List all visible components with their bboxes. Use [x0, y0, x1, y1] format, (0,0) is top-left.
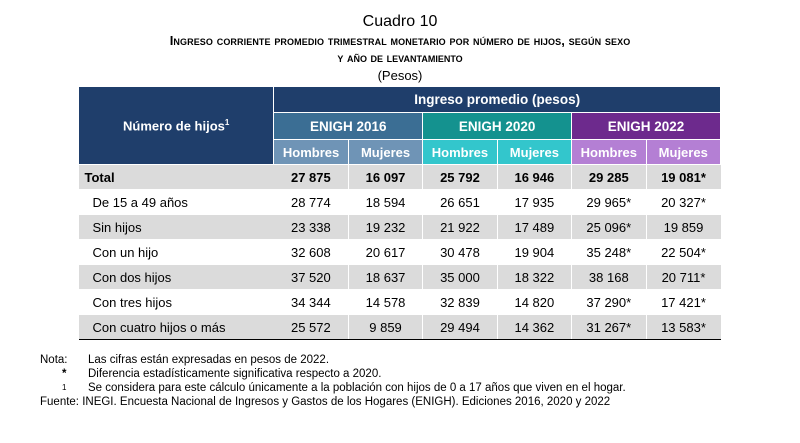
sex-header: Mujeres	[347, 139, 424, 165]
table-number: Cuadro 10	[362, 13, 438, 30]
table-row: Con dos hijos 37 520 18 637 35 000 18 322 38 …	[78, 264, 721, 290]
table-cell: 20 327*	[645, 189, 721, 215]
table-cell: 22 504*	[645, 239, 721, 265]
table-cell: 23 338	[273, 214, 349, 240]
table-row: De 15 a 49 años 28 774 18 594 26 651 17 935 2…	[78, 189, 721, 215]
income-table: Número de hijos1 Ingreso promedio (pesos…	[77, 86, 721, 340]
table-cell: 29 494	[422, 314, 498, 340]
table-cell: 20 617	[347, 239, 423, 265]
table-cell: 21 922	[422, 214, 498, 240]
row-label: De 15 a 49 años	[78, 189, 274, 215]
table-cell: 29 285	[571, 164, 646, 190]
note-text: Diferencia estadísticamente significativ…	[88, 368, 382, 380]
table-cell: 14 820	[496, 289, 572, 315]
table-cell: 32 839	[422, 289, 498, 315]
table-row: Con cuatro hijos o más 25 572 9 859 29 494 1…	[78, 314, 721, 340]
row-label: Con un hijo	[78, 239, 274, 265]
note-key: *	[62, 368, 67, 380]
table-row: Total 27 875 16 097 25 792 16 946 29 285 19 08…	[78, 164, 721, 190]
sex-header: Hombres	[422, 139, 498, 165]
table-cell: 17 421*	[645, 289, 721, 315]
table-cell: 28 774	[273, 189, 349, 215]
table-cell: 13 583*	[645, 314, 721, 340]
table-cell: 16 097	[347, 164, 423, 190]
table-cell: 19 081*	[645, 164, 721, 190]
table-cell: 32 608	[273, 239, 349, 265]
table-cell: 34 344	[273, 289, 349, 315]
note-row: * Diferencia estadísticamente significati…	[40, 367, 626, 381]
row-header: Número de hijos1	[77, 86, 275, 165]
table-cell: 18 322	[496, 264, 572, 290]
sex-header: Mujeres	[645, 139, 721, 165]
table-cell: 30 478	[422, 239, 498, 265]
table-cell: 35 000	[422, 264, 498, 290]
group-header: Ingreso promedio (pesos)	[273, 86, 721, 113]
sex-header: Mujeres	[496, 139, 573, 165]
note-key: Nota:	[40, 354, 68, 366]
row-label: Sin hijos	[78, 214, 274, 240]
table-cell: 19 232	[347, 214, 423, 240]
table-cell: 18 594	[347, 189, 423, 215]
survey-header-2016: ENIGH 2016	[273, 112, 424, 140]
note-row: Nota: Las cifras están expresadas en peso…	[40, 353, 626, 367]
note-text: Se considera para este cálculo únicament…	[88, 382, 626, 394]
table-row: Con tres hijos 34 344 14 578 32 839 14 820 37…	[78, 289, 721, 315]
sex-header: Hombres	[571, 139, 647, 165]
note-text: Las cifras están expresadas en pesos de …	[88, 354, 330, 366]
table-cell: 17 935	[496, 189, 572, 215]
table-title-line2: y año de levantamiento	[337, 50, 463, 65]
table-cell: 37 290*	[571, 289, 646, 315]
table-cell: 38 168	[571, 264, 646, 290]
table-cell: 25 572	[273, 314, 349, 340]
row-label: Total	[78, 164, 274, 190]
table-cell: 26 651	[422, 189, 498, 215]
sex-header: Hombres	[273, 139, 349, 165]
table-title-line1: Ingreso corriente promedio trimestral mo…	[169, 33, 631, 48]
table-cell: 17 489	[496, 214, 572, 240]
source: Fuente: INEGI. Encuesta Nacional de Ingr…	[40, 396, 611, 408]
table-cell: 29 965*	[571, 189, 646, 215]
row-label: Con tres hijos	[78, 289, 274, 315]
table-cell: 35 248*	[571, 239, 646, 265]
table-cell: 25 096*	[571, 214, 646, 240]
row-label: Con cuatro hijos o más	[78, 314, 274, 340]
survey-header-2020: ENIGH 2020	[422, 112, 573, 140]
table-body: Total 27 875 16 097 25 792 16 946 29 285 19 08…	[78, 164, 721, 340]
table-cell: 19 904	[496, 239, 572, 265]
table-row: Con un hijo 32 608 20 617 30 478 19 904 35 24…	[78, 239, 721, 265]
table-cell: 25 792	[422, 164, 498, 190]
table-cell: 14 578	[347, 289, 423, 315]
table-row: Sin hijos 23 338 19 232 21 922 17 489 25 096*…	[78, 214, 721, 240]
notes: Nota: Las cifras están expresadas en peso…	[40, 353, 626, 395]
table-cell: 19 859	[645, 214, 721, 240]
table-cell: 37 520	[273, 264, 349, 290]
table-cell: 14 362	[496, 314, 572, 340]
table-cell: 20 711*	[645, 264, 721, 290]
table-unit: (Pesos)	[377, 68, 423, 83]
table-cell: 18 637	[347, 264, 423, 290]
row-header-footnote: 1	[224, 117, 230, 127]
note-key: 1	[62, 383, 67, 392]
table-cell: 9 859	[347, 314, 423, 340]
table-cell: 31 267*	[571, 314, 646, 340]
table-cell: 27 875	[273, 164, 349, 190]
table-cell: 16 946	[496, 164, 572, 190]
survey-header-2022: ENIGH 2022	[571, 112, 721, 140]
note-row: 1 Se considera para este cálculo únicamen…	[40, 381, 626, 395]
row-label: Con dos hijos	[78, 264, 274, 290]
